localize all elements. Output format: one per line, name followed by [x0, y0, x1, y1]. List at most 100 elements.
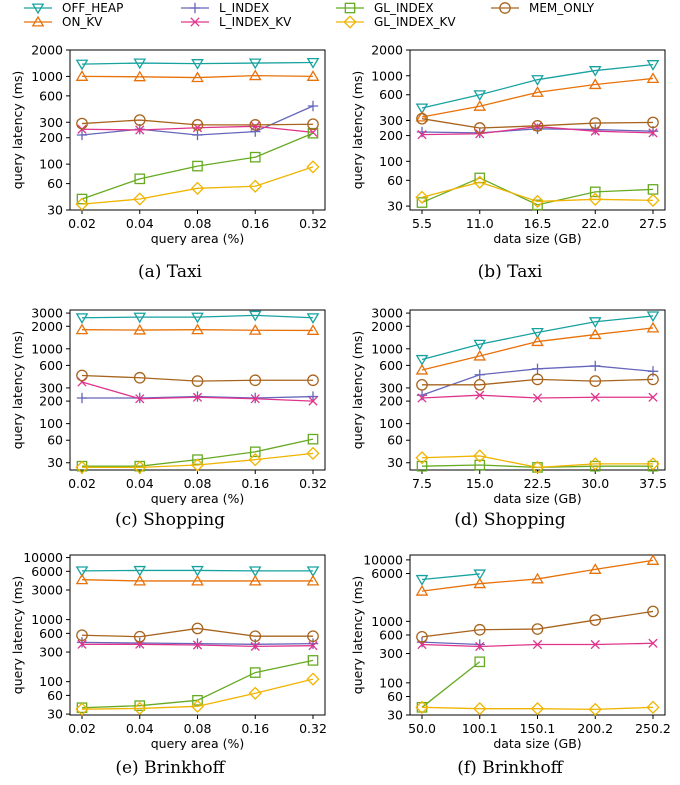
y-tick-label: 1000 [371, 68, 403, 83]
point-l_index [192, 129, 203, 141]
y-tick-label: 300 [379, 380, 403, 395]
series-l_index_kv [417, 638, 658, 652]
series-on_kv [415, 72, 660, 122]
panel-shopping-query-area: 30 60 100 200 300 600 1000 2000 3000 0.02 0.04 0.08… [0, 290, 340, 505]
point-l_index_kv [308, 127, 318, 138]
x-tick-label: 27.5 [639, 216, 667, 231]
point-l_index_kv [475, 390, 485, 400]
series-off_heap [415, 569, 487, 586]
series-line-gl_index_kv [82, 452, 314, 469]
point-l_index [76, 637, 88, 648]
legend-item-gl_index_kv: GL_INDEX_KV [336, 15, 456, 29]
x-tick-label: 0.16 [241, 721, 269, 736]
point-l_index [590, 360, 601, 372]
series-on_kv [415, 321, 660, 375]
y-tick-label: 1000 [31, 69, 63, 84]
point-off_heap [646, 60, 660, 71]
y-tick-label: 2000 [31, 319, 63, 334]
point-gl_index_kv [75, 702, 89, 716]
point-l_index_kv [590, 639, 600, 650]
y-tick-label: 10000 [363, 552, 403, 567]
point-on_kv [248, 574, 262, 586]
caption-c: (c) Shopping [114, 510, 226, 530]
y-tick-label: 300 [39, 645, 63, 660]
y-axis-label: query latency (ms) [10, 71, 25, 189]
legend-marker-gl_index [344, 2, 356, 14]
x-tick-label: 0.32 [299, 216, 327, 231]
point-mem_only [249, 119, 262, 131]
legend-item-mem_only: MEM_ONLY [491, 1, 595, 15]
series-line-gl_index_kv [421, 706, 654, 711]
point-l_index_kv [590, 126, 600, 136]
point-gl_index [647, 460, 659, 472]
point-l_index_kv [250, 394, 260, 404]
series-l_index [76, 637, 319, 650]
y-tick-label: 100 [39, 674, 63, 689]
series-line-gl_index [421, 177, 654, 206]
point-on_kv [473, 349, 487, 361]
series-mem_only [416, 373, 659, 391]
point-gl_index [134, 173, 146, 185]
point-l_index_kv [532, 393, 543, 403]
point-gl_index_kv [646, 193, 660, 207]
point-l_index_kv [135, 125, 145, 135]
point-gl_index [249, 446, 261, 458]
point-on_kv [306, 324, 320, 335]
x-tick-label: 0.08 [184, 721, 212, 736]
x-axis-label: query area (%) [151, 231, 245, 245]
y-tick-label: 200 [39, 130, 63, 145]
point-mem_only [531, 623, 544, 635]
series-line-mem_only [81, 119, 314, 126]
point-l_index_kv [417, 130, 427, 140]
plot-frame [69, 554, 326, 716]
point-gl_index_kv [415, 700, 429, 714]
series-off_heap [75, 565, 320, 578]
series-line-gl_index_kv [421, 455, 653, 469]
point-on_kv [75, 323, 89, 335]
series-mem_only [76, 114, 319, 131]
point-off_heap [415, 574, 429, 586]
point-on_kv [588, 563, 602, 574]
x-tick-label: 0.32 [299, 721, 327, 736]
caption-f: (f) Brinkhoff [457, 758, 563, 778]
point-on_kv [588, 328, 602, 340]
point-off_heap [588, 66, 602, 77]
legend-marker-l_index [189, 2, 201, 14]
point-off_heap [306, 313, 320, 324]
point-gl_index [249, 667, 261, 678]
y-tick-label: 60 [387, 689, 403, 704]
series-line-mem_only [421, 610, 654, 638]
point-mem_only [76, 369, 88, 382]
point-l_index [532, 363, 543, 375]
point-l_index [416, 126, 428, 138]
point-off_heap [133, 312, 147, 324]
y-axis-label: query latency (ms) [10, 331, 25, 449]
x-axis-label: data size (GB) [493, 491, 581, 505]
y-tick-label: 600 [379, 358, 403, 373]
series-line-on_kv [421, 327, 654, 371]
point-off_heap [473, 569, 487, 581]
series-gl_index_kv [75, 446, 320, 475]
point-gl_index_kv [588, 702, 602, 717]
x-tick-label: 0.32 [299, 476, 327, 491]
point-gl_index_kv [473, 702, 487, 716]
caption-a: (a) Taxi [138, 262, 202, 282]
point-mem_only [416, 378, 428, 391]
y-tick-label: 600 [39, 626, 63, 641]
y-tick-label: 200 [39, 394, 63, 409]
point-off_heap [248, 58, 262, 70]
y-tick-label: 60 [387, 173, 403, 188]
y-tick-label: 100 [379, 675, 403, 690]
point-l_index_kv [308, 641, 318, 651]
point-gl_index_kv [306, 160, 320, 174]
point-mem_only [76, 117, 88, 130]
point-l_index_kv [308, 396, 318, 406]
point-mem_only [249, 374, 262, 387]
point-off_heap [248, 310, 262, 322]
panel-taxi-query-area: 30 60 100 200 300 600 1000 2000 0.02 0.04 0.08 0.16… [0, 30, 340, 246]
point-gl_index_kv [248, 453, 262, 467]
y-tick-label: 1000 [371, 341, 403, 356]
